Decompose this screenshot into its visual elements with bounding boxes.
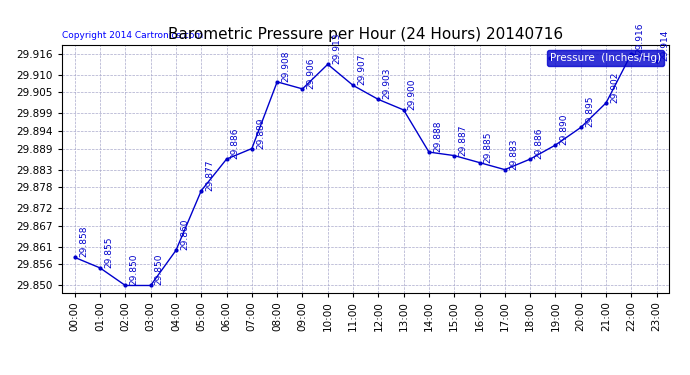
Text: 29.877: 29.877 — [206, 159, 215, 191]
Pressure  (Inches/Hg) — [121, 283, 130, 288]
Pressure  (Inches/Hg) — [602, 100, 610, 105]
Text: Copyright 2014 Cartronics.com: Copyright 2014 Cartronics.com — [62, 31, 204, 40]
Pressure  (Inches/Hg) — [248, 146, 256, 151]
Pressure  (Inches/Hg) — [526, 157, 534, 161]
Pressure  (Inches/Hg) — [222, 157, 230, 161]
Text: 29.913: 29.913 — [332, 33, 341, 64]
Pressure  (Inches/Hg) — [627, 51, 635, 56]
Text: 29.886: 29.886 — [534, 128, 543, 159]
Text: 29.860: 29.860 — [180, 219, 189, 251]
Pressure  (Inches/Hg) — [551, 143, 560, 147]
Pressure  (Inches/Hg) — [577, 125, 585, 130]
Text: 29.858: 29.858 — [79, 226, 88, 257]
Text: 29.890: 29.890 — [560, 114, 569, 145]
Pressure  (Inches/Hg) — [425, 150, 433, 154]
Title: Barometric Pressure per Hour (24 Hours) 20140716: Barometric Pressure per Hour (24 Hours) … — [168, 27, 563, 42]
Pressure  (Inches/Hg) — [324, 62, 332, 66]
Pressure  (Inches/Hg) — [146, 283, 155, 288]
Pressure  (Inches/Hg) — [501, 167, 509, 172]
Text: 29.850: 29.850 — [155, 254, 164, 285]
Text: 29.887: 29.887 — [458, 124, 467, 156]
Text: 29.916: 29.916 — [635, 22, 644, 54]
Pressure  (Inches/Hg) — [400, 108, 408, 112]
Text: 29.855: 29.855 — [104, 236, 113, 268]
Text: 29.850: 29.850 — [130, 254, 139, 285]
Text: 29.907: 29.907 — [357, 54, 366, 86]
Text: 29.900: 29.900 — [408, 78, 417, 110]
Text: 29.895: 29.895 — [585, 96, 594, 128]
Pressure  (Inches/Hg) — [96, 266, 104, 270]
Text: 29.914: 29.914 — [661, 29, 670, 61]
Pressure  (Inches/Hg) — [450, 153, 458, 158]
Pressure  (Inches/Hg) — [349, 83, 357, 88]
Pressure  (Inches/Hg) — [653, 58, 661, 63]
Legend: Pressure  (Inches/Hg): Pressure (Inches/Hg) — [547, 50, 664, 66]
Pressure  (Inches/Hg) — [475, 160, 484, 165]
Text: 29.889: 29.889 — [256, 117, 265, 148]
Line: Pressure  (Inches/Hg): Pressure (Inches/Hg) — [72, 51, 660, 288]
Pressure  (Inches/Hg) — [298, 87, 306, 91]
Pressure  (Inches/Hg) — [172, 248, 180, 253]
Text: 29.883: 29.883 — [509, 138, 518, 170]
Pressure  (Inches/Hg) — [70, 255, 79, 260]
Pressure  (Inches/Hg) — [197, 189, 206, 193]
Text: 29.902: 29.902 — [610, 72, 619, 103]
Text: 29.888: 29.888 — [433, 121, 442, 152]
Text: 29.908: 29.908 — [282, 50, 290, 82]
Text: 29.886: 29.886 — [230, 128, 239, 159]
Pressure  (Inches/Hg) — [374, 97, 382, 102]
Text: 29.906: 29.906 — [306, 57, 315, 89]
Pressure  (Inches/Hg) — [273, 80, 282, 84]
Text: 29.885: 29.885 — [484, 131, 493, 163]
Text: 29.903: 29.903 — [382, 68, 391, 99]
